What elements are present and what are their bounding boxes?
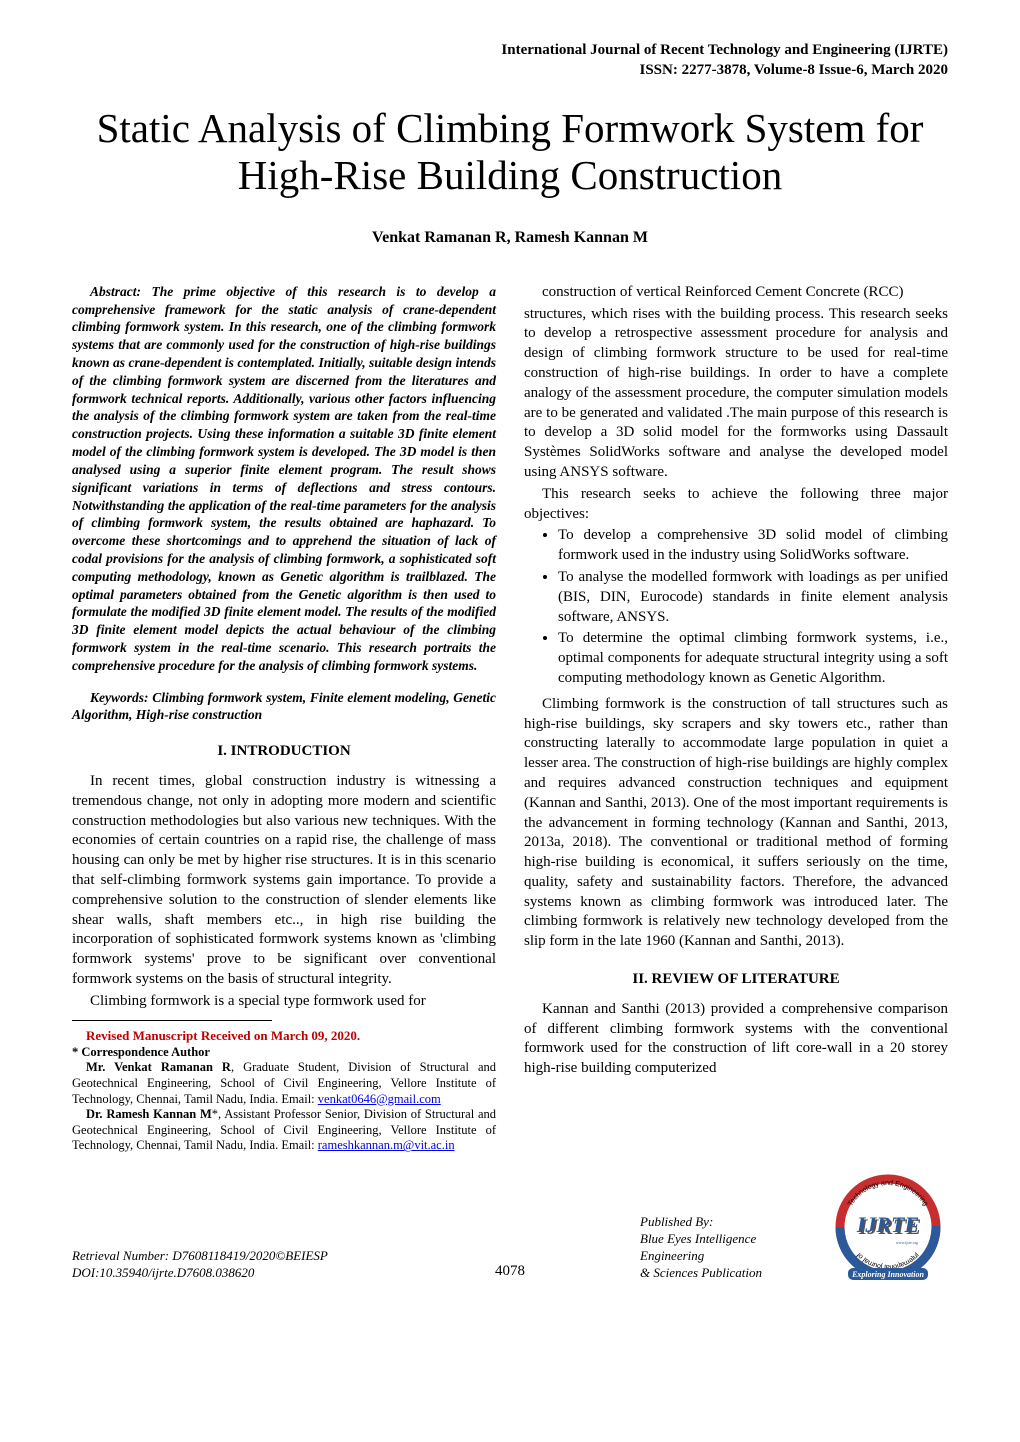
author2-name: Dr. Ramesh Kannan M: [86, 1107, 212, 1121]
left-column: Abstract: The prime objective of this re…: [72, 283, 496, 1154]
retrieval-block: Retrieval Number: D7608118419/2020©BEIES…: [72, 1248, 328, 1282]
section-heading-review: II. REVIEW OF LITERATURE: [524, 970, 948, 990]
col2-paragraph-1b: structures, which rises with the buildin…: [524, 305, 948, 483]
keywords-label: Keywords:: [90, 690, 149, 705]
page-number: 4078: [495, 1263, 525, 1280]
author2-email-link[interactable]: rameshkannan.m@vit.ac.in: [318, 1138, 455, 1152]
col2-paragraph-2: This research seeks to achieve the follo…: [524, 485, 948, 525]
intro-paragraph-2: Climbing formwork is a special type form…: [72, 992, 496, 1012]
publisher-text: Published By: Blue Eyes Intelligence Eng…: [640, 1214, 820, 1282]
review-paragraph-1: Kannan and Santhi (2013) provided a comp…: [524, 1000, 948, 1079]
author-affiliation-2: Dr. Ramesh Kannan M*, Assistant Professo…: [72, 1107, 496, 1154]
author-affiliation-1: Mr. Venkat Ramanan R, Graduate Student, …: [72, 1060, 496, 1107]
objective-item: To determine the optimal climbing formwo…: [558, 629, 948, 688]
objective-item: To analyse the modelled formwork with lo…: [558, 568, 948, 627]
author1-name: Mr. Venkat Ramanan R: [86, 1060, 231, 1074]
footnote-divider: [72, 1020, 272, 1021]
page-footer: Retrieval Number: D7608118419/2020©BEIES…: [72, 1172, 948, 1282]
journal-name: International Journal of Recent Technolo…: [72, 40, 948, 60]
author1-email-link[interactable]: venkat0646@gmail.com: [318, 1092, 441, 1106]
correspondence-label: * Correspondence Author: [72, 1044, 496, 1061]
logo-text: IJRTE: [856, 1212, 919, 1237]
logo-tagline: Exploring Innovation: [851, 1270, 924, 1279]
right-column: construction of vertical Reinforced Ceme…: [524, 283, 948, 1154]
retrieval-number: Retrieval Number: D7608118419/2020©BEIES…: [72, 1248, 328, 1265]
revised-date: Revised Manuscript Received on March 09,…: [72, 1027, 496, 1044]
logo-url: www.ijrte.org: [896, 1240, 918, 1245]
publisher-line-3: & Sciences Publication: [640, 1265, 820, 1282]
abstract-label: Abstract:: [90, 284, 141, 299]
objective-item: To develop a comprehensive 3D solid mode…: [558, 526, 948, 566]
objectives-list: To develop a comprehensive 3D solid mode…: [524, 526, 948, 688]
doi: DOI:10.35940/ijrte.D7608.038620: [72, 1265, 328, 1282]
abstract-block: Abstract: The prime objective of this re…: [72, 283, 496, 675]
ijrte-logo: Technology and Engineering ɟo ןɐuɹnoſ ןɐ…: [828, 1172, 948, 1282]
authors-line: Venkat Ramanan R, Ramesh Kannan M: [72, 229, 948, 247]
journal-issn: ISSN: 2277-3878, Volume-8 Issue-6, March…: [72, 60, 948, 80]
publisher-block: Published By: Blue Eyes Intelligence Eng…: [640, 1172, 948, 1282]
journal-header: International Journal of Recent Technolo…: [72, 40, 948, 81]
keywords-block: Keywords: Climbing formwork system, Fini…: [72, 689, 496, 725]
abstract-text: The prime objective of this research is …: [72, 284, 496, 673]
intro-paragraph-1: In recent times, global construction ind…: [72, 772, 496, 990]
col2-paragraph-1a: construction of vertical Reinforced Ceme…: [524, 283, 948, 303]
published-by: Published By:: [640, 1214, 820, 1231]
publisher-line-2: Blue Eyes Intelligence Engineering: [640, 1231, 820, 1265]
section-heading-intro: I. INTRODUCTION: [72, 742, 496, 762]
col2-paragraph-3: Climbing formwork is the construction of…: [524, 695, 948, 952]
paper-title: Static Analysis of Climbing Formwork Sys…: [72, 105, 948, 199]
